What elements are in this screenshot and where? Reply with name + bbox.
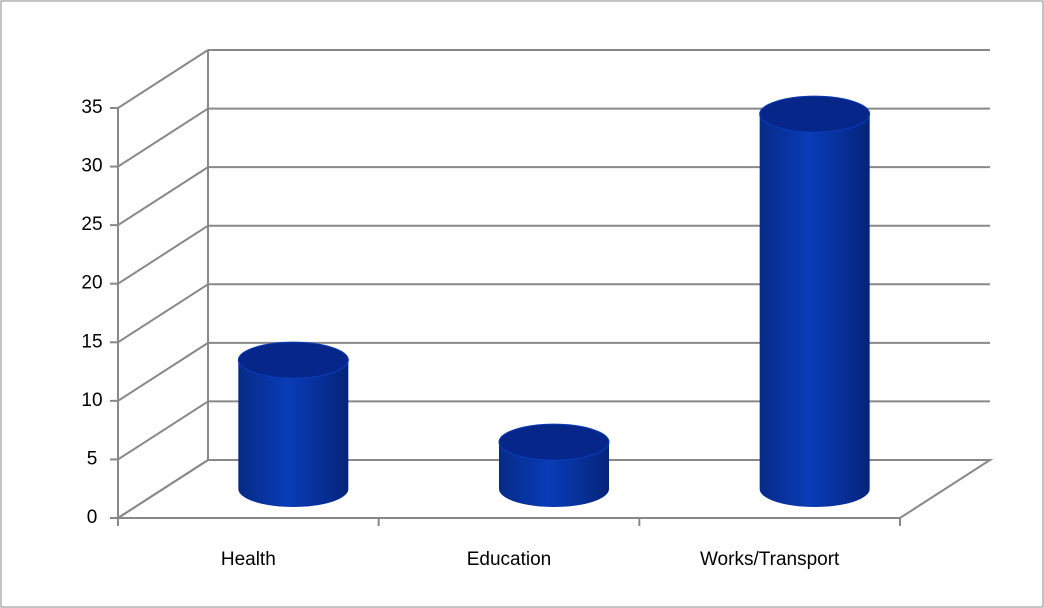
grid-line bbox=[117, 400, 209, 461]
bar-top bbox=[237, 341, 349, 379]
grid-line bbox=[117, 283, 209, 344]
grid-line bbox=[117, 166, 209, 226]
y-tick-label: 10 bbox=[81, 390, 102, 411]
x-tick-label: Works/Transport bbox=[700, 549, 840, 570]
y-tick-label: 5 bbox=[87, 448, 98, 469]
grid-line bbox=[117, 107, 209, 168]
x-tick-label: Education bbox=[467, 549, 552, 570]
grid-line bbox=[117, 224, 209, 285]
bar bbox=[499, 442, 609, 507]
y-tick-label: 20 bbox=[81, 273, 102, 294]
y-tick-label: 0 bbox=[87, 507, 98, 528]
bar bbox=[759, 114, 870, 508]
grid-line bbox=[117, 49, 209, 109]
grid-line bbox=[117, 459, 209, 519]
x-tick-label: Health bbox=[221, 549, 276, 570]
bar bbox=[238, 360, 349, 507]
y-tick-label: 15 bbox=[81, 331, 102, 352]
y-tick-label: 30 bbox=[81, 156, 102, 177]
bar-top bbox=[759, 95, 871, 133]
bar-top bbox=[498, 423, 610, 461]
y-tick-label: 35 bbox=[81, 97, 102, 118]
grid-line bbox=[117, 342, 209, 402]
y-tick-label: 25 bbox=[81, 214, 102, 235]
